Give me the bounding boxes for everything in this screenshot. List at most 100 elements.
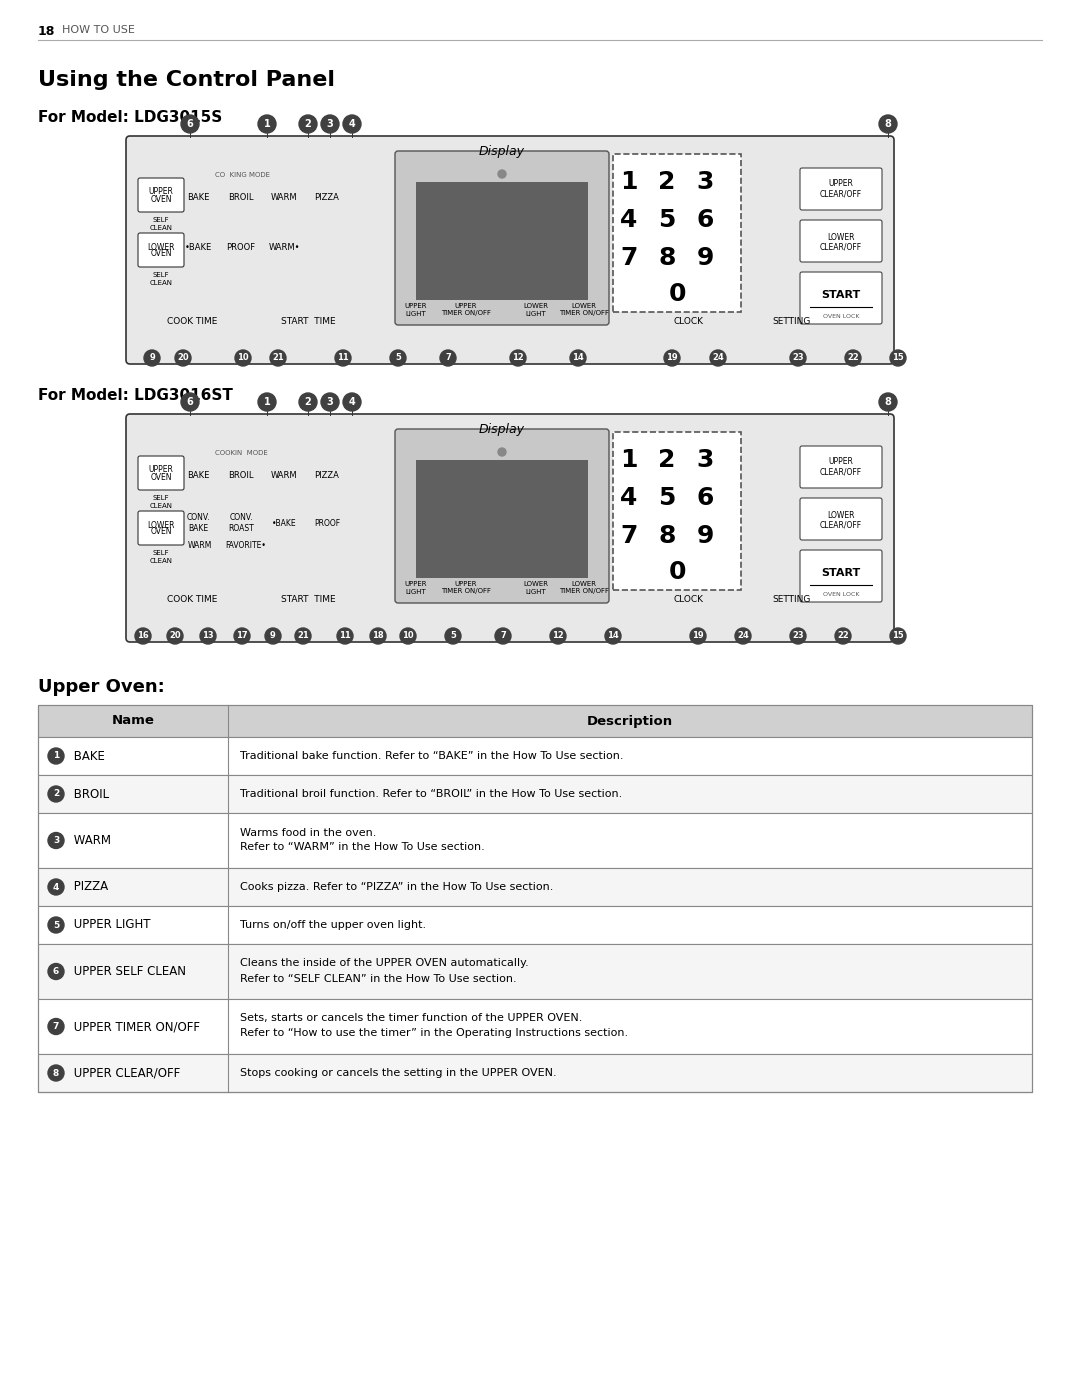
Text: 18: 18 <box>38 25 55 38</box>
Text: 17: 17 <box>237 631 247 641</box>
Bar <box>38 1000 1032 1054</box>
Bar <box>613 154 741 312</box>
Circle shape <box>48 1065 64 1081</box>
Text: 3: 3 <box>326 119 334 129</box>
Circle shape <box>321 115 339 133</box>
Circle shape <box>390 350 406 365</box>
Text: COOK TIME: COOK TIME <box>166 318 217 326</box>
Bar <box>416 461 588 578</box>
Circle shape <box>258 115 276 133</box>
Circle shape <box>710 350 726 365</box>
Text: 21: 21 <box>272 353 284 363</box>
Circle shape <box>570 350 586 365</box>
Text: FAVORITE•: FAVORITE• <box>226 542 267 550</box>
Bar <box>38 906 1032 944</box>
Text: 1: 1 <box>264 398 270 407</box>
Circle shape <box>144 350 160 365</box>
Text: BAKE: BAKE <box>187 193 210 203</box>
Text: CLEAR/OFF: CLEAR/OFF <box>820 521 862 529</box>
Text: 9: 9 <box>270 631 275 641</box>
Text: 23: 23 <box>793 353 804 363</box>
Circle shape <box>440 350 456 365</box>
Bar <box>38 868 1032 906</box>
Text: 13: 13 <box>202 631 214 641</box>
Text: 10: 10 <box>402 631 414 641</box>
Text: 6: 6 <box>53 967 59 976</box>
Text: 12: 12 <box>552 631 564 641</box>
Circle shape <box>835 629 851 644</box>
Text: UPPER
LIGHT: UPPER LIGHT <box>405 581 428 595</box>
Text: CLEAN: CLEAN <box>149 225 173 231</box>
Text: OVEN: OVEN <box>150 528 172 536</box>
Text: Stops cooking or cancels the setting in the UPPER OVEN.: Stops cooking or cancels the setting in … <box>240 1068 556 1078</box>
Text: 5: 5 <box>450 631 456 641</box>
Text: 9: 9 <box>697 524 714 547</box>
Text: PIZZA: PIZZA <box>314 193 339 203</box>
FancyBboxPatch shape <box>138 232 184 267</box>
FancyBboxPatch shape <box>395 428 609 603</box>
Text: SELF: SELF <box>152 217 170 223</box>
Text: UPPER
TIMER ON/OFF: UPPER TIMER ON/OFF <box>441 304 491 316</box>
Circle shape <box>200 629 216 644</box>
Bar <box>38 736 1032 776</box>
Circle shape <box>510 350 526 365</box>
Text: CLEAR/OFF: CLEAR/OFF <box>820 189 862 199</box>
Text: 2: 2 <box>53 790 59 798</box>
Circle shape <box>234 629 249 644</box>
Text: 3: 3 <box>697 448 714 472</box>
Circle shape <box>890 629 906 644</box>
Text: OVEN: OVEN <box>150 195 172 203</box>
Text: 21: 21 <box>297 631 309 641</box>
Text: PIZZA: PIZZA <box>314 472 339 480</box>
Text: Using the Control Panel: Using the Control Panel <box>38 70 335 90</box>
Text: 3: 3 <box>326 398 334 407</box>
Text: 9: 9 <box>697 246 714 270</box>
Text: For Model: LDG3016ST: For Model: LDG3016ST <box>38 388 233 403</box>
Text: Turns on/off the upper oven light.: Turns on/off the upper oven light. <box>240 920 427 930</box>
Circle shape <box>265 629 281 644</box>
Text: •BAKE: •BAKE <box>185 244 212 252</box>
FancyBboxPatch shape <box>800 220 882 262</box>
Circle shape <box>495 629 511 644</box>
Text: OVEN: OVEN <box>150 249 172 259</box>
Text: Traditional bake function. Refer to “BAKE” in the How To Use section.: Traditional bake function. Refer to “BAK… <box>240 750 623 762</box>
Text: LOWER
LIGHT: LOWER LIGHT <box>524 304 549 316</box>
FancyBboxPatch shape <box>800 272 882 323</box>
Text: 0: 0 <box>669 560 686 584</box>
Text: 12: 12 <box>512 353 524 363</box>
Text: 15: 15 <box>892 353 904 363</box>
Text: LOWER
TIMER ON/OFF: LOWER TIMER ON/OFF <box>559 581 609 595</box>
FancyBboxPatch shape <box>800 447 882 489</box>
Text: LOWER
TIMER ON/OFF: LOWER TIMER ON/OFF <box>559 304 609 316</box>
Bar <box>613 433 741 589</box>
Text: PROOF: PROOF <box>227 244 256 252</box>
Text: WARM: WARM <box>271 472 297 480</box>
Text: Description: Description <box>586 714 673 728</box>
Text: WARM: WARM <box>70 834 111 847</box>
Text: 16: 16 <box>137 631 149 641</box>
Text: 18: 18 <box>373 631 383 641</box>
Text: Refer to “SELF CLEAN” in the How To Use section.: Refer to “SELF CLEAN” in the How To Use … <box>240 973 516 983</box>
Text: SETTING: SETTING <box>773 595 811 605</box>
Text: CONV.
ROAST: CONV. ROAST <box>228 514 254 533</box>
Text: START: START <box>822 568 861 578</box>
Circle shape <box>690 629 706 644</box>
FancyBboxPatch shape <box>138 456 184 490</box>
Text: UPPER
LIGHT: UPPER LIGHT <box>405 304 428 316</box>
Circle shape <box>175 350 191 365</box>
FancyBboxPatch shape <box>800 168 882 210</box>
Text: UPPER: UPPER <box>828 458 853 466</box>
Circle shape <box>879 393 897 412</box>
Text: UPPER TIMER ON/OFF: UPPER TIMER ON/OFF <box>70 1021 200 1033</box>
Text: 8: 8 <box>53 1068 59 1078</box>
Text: CLOCK: CLOCK <box>673 318 703 326</box>
Text: 7: 7 <box>500 631 505 641</box>
Text: BAKE: BAKE <box>70 749 105 763</box>
Text: Refer to “How to use the timer” in the Operating Instructions section.: Refer to “How to use the timer” in the O… <box>240 1029 629 1039</box>
Text: 4: 4 <box>349 398 355 407</box>
FancyBboxPatch shape <box>138 178 184 211</box>
Text: START  TIME: START TIME <box>281 595 335 605</box>
Circle shape <box>400 629 416 644</box>
Text: CLEAN: CLEAN <box>149 559 173 564</box>
Circle shape <box>299 115 318 133</box>
